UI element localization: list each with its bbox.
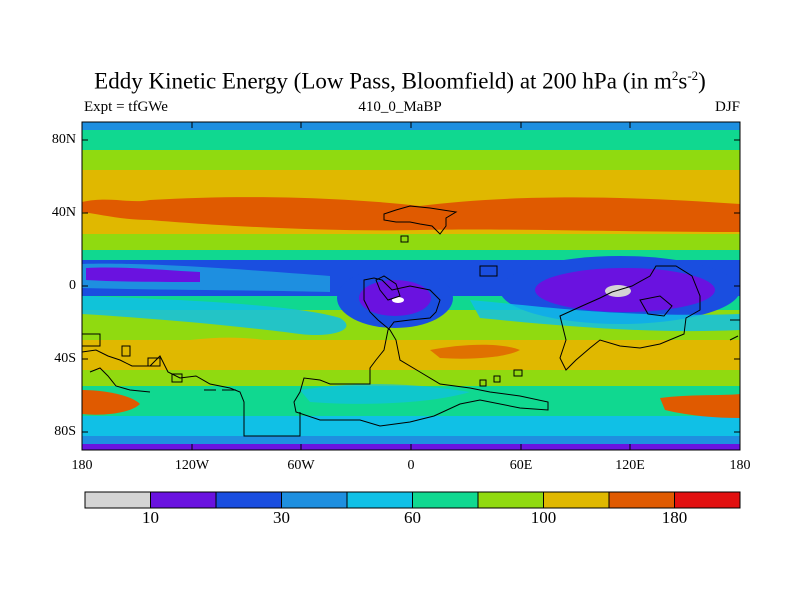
season-label: DJF xyxy=(714,99,740,115)
ytick-0: 0 xyxy=(69,278,76,293)
colorbar-swatch-4 xyxy=(346,491,413,509)
colorbar-label: 10 xyxy=(142,508,159,527)
colorbar xyxy=(84,491,741,509)
xtick-180w: 180 xyxy=(71,458,93,473)
colorbar-swatch-6 xyxy=(477,491,544,509)
plot-title: Eddy Kinetic Energy (Low Pass, Bloomfiel… xyxy=(94,68,706,94)
colorbar-swatch-1 xyxy=(150,491,217,509)
run-label: 410_0_MaBP xyxy=(358,99,442,115)
xtick-120e: 120E xyxy=(615,458,645,473)
xtick-60e: 60E xyxy=(509,458,533,473)
colorbar-swatch-8 xyxy=(608,491,675,509)
colorbar-label: 100 xyxy=(530,508,557,527)
ytick-80n: 80N xyxy=(51,132,76,147)
colorbar-swatch-3 xyxy=(281,491,348,509)
colorbar-label: 180 xyxy=(661,508,688,527)
colorbar-swatch-9 xyxy=(674,491,741,509)
ytick-80s: 80S xyxy=(54,424,76,439)
xtick-60w: 60W xyxy=(287,458,315,473)
colorbar-swatch-7 xyxy=(543,491,610,509)
colorbar-swatch-2 xyxy=(215,491,282,509)
ytick-40s: 40S xyxy=(54,351,76,366)
coastlines xyxy=(82,205,740,437)
tick-marks xyxy=(81,122,741,450)
colorbar-swatch-0 xyxy=(84,491,151,509)
contour-fill xyxy=(82,122,740,450)
colorbar-label: 30 xyxy=(273,508,290,527)
xtick-120w: 120W xyxy=(174,458,210,473)
colorbar-label: 60 xyxy=(404,508,421,527)
ytick-40n: 40N xyxy=(51,205,76,220)
experiment-label: Expt = tfGWe xyxy=(84,99,168,115)
colorbar-swatch-5 xyxy=(412,491,479,509)
xtick-180e: 180 xyxy=(729,458,751,473)
xtick-0: 0 xyxy=(407,458,415,473)
